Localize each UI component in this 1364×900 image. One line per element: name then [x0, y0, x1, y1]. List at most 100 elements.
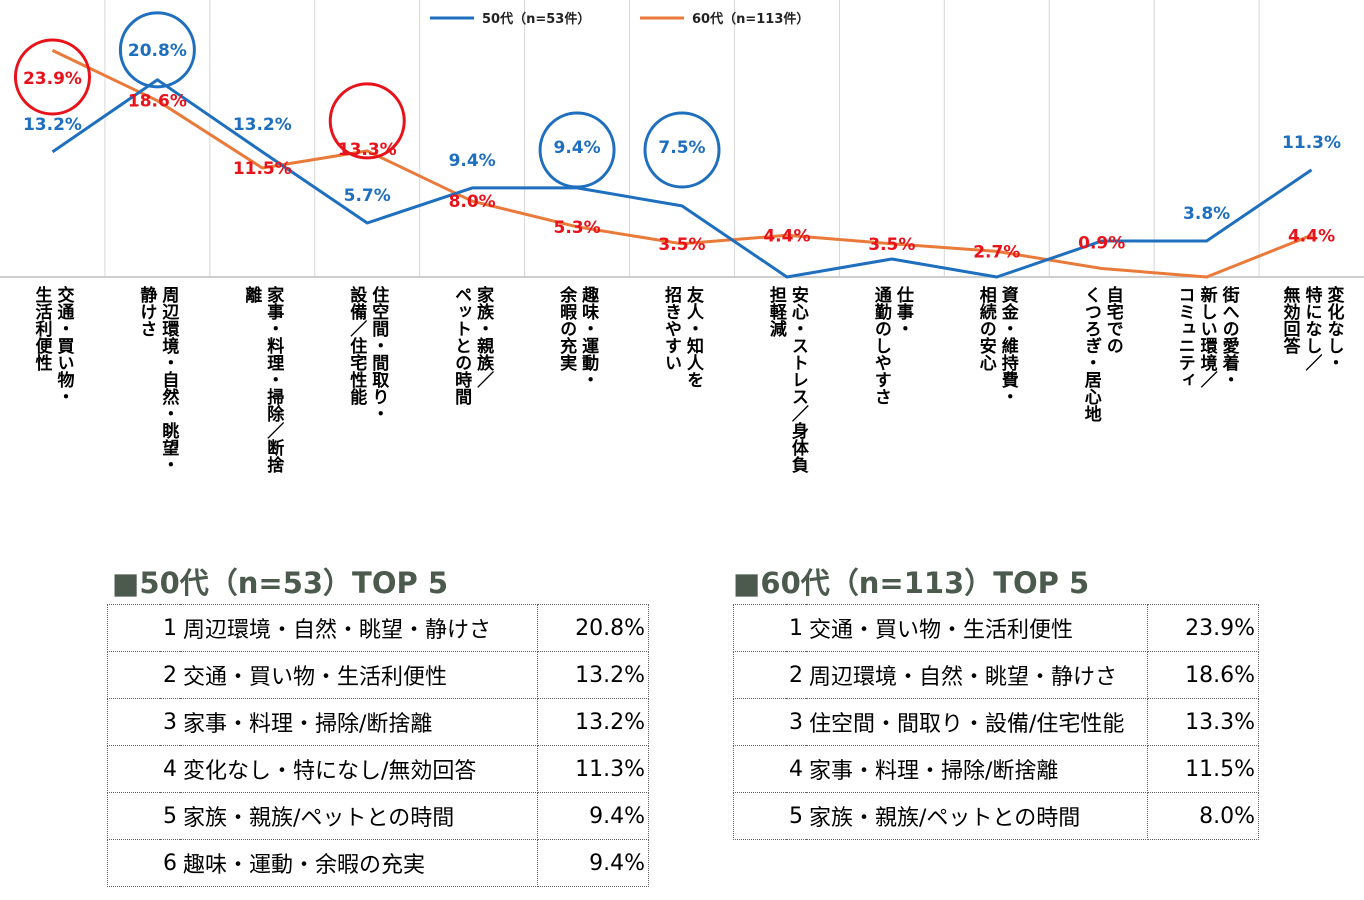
percent-cell: 18.6% [1147, 651, 1259, 699]
data-label: 4.4% [763, 226, 810, 246]
data-label: 20.8% [128, 41, 187, 61]
category-label: 友人・知人を 招きやすい [661, 286, 703, 388]
data-label: 9.4% [449, 151, 496, 171]
table-row: 2 周辺環境・自然・眺望・静けさ 18.6% [733, 651, 1259, 699]
data-label: 0.9% [1078, 233, 1125, 253]
rank-cell: 3 [160, 698, 180, 746]
highlight-circle [118, 11, 196, 89]
data-label: 3.5% [658, 235, 705, 255]
item-cell: 周辺環境・自然・眺望・静けさ [806, 651, 1148, 699]
category-label: 家族・親族／ ペットとの時間 [451, 286, 494, 405]
category-label: 仕事・ 通勤のしやすさ [870, 286, 913, 405]
category-label: 家事・料理・掃除／断捨 離 [241, 286, 284, 473]
table-row: 4 家事・料理・掃除/断捨離 11.5% [733, 745, 1259, 793]
category-label: 資金・維持費・ 相続の安心 [975, 286, 1018, 405]
item-cell: 家族・親族/ペットとの時間 [806, 792, 1148, 840]
category-label: 住空間・間取り・ 設備／住宅性能 [346, 286, 389, 422]
rank-cell: 3 [786, 698, 806, 746]
spacer-cell [107, 698, 160, 746]
line-chart: 50代（n=53件） 60代（n=113件） 13.2% 20.8% 13.2% 5.7%… [0, 0, 1364, 279]
spacer-cell [107, 651, 160, 699]
rank-cell: 5 [786, 792, 806, 840]
percent-cell: 20.8% [537, 604, 649, 652]
rank-cell: 2 [786, 651, 806, 699]
highlight-circle [538, 111, 616, 189]
item-cell: 交通・買い物・生活利便性 [806, 604, 1148, 652]
data-label: 3.8% [1183, 204, 1230, 224]
spacer-cell [107, 604, 160, 652]
item-cell: 交通・買い物・生活利便性 [180, 651, 538, 699]
table-row: 5 家族・親族/ペットとの時間 9.4% [107, 792, 649, 840]
spacer-cell [733, 651, 786, 699]
data-label: 11.5% [233, 159, 292, 179]
rank-cell: 1 [786, 604, 806, 652]
table-title-60s: ■60代（n=113）TOP 5 [733, 566, 1090, 600]
series-line [51, 78, 1313, 279]
data-label: 5.3% [553, 218, 600, 238]
legend-label: 50代（n=53件） [482, 11, 590, 27]
data-label: 9.4% [553, 138, 600, 158]
table-row: 1 交通・買い物・生活利便性 23.9% [733, 604, 1259, 652]
top5-table-60s: 1 交通・買い物・生活利便性 23.9% 2 周辺環境・自然・眺望・静けさ 18.6% 3 住… [733, 604, 1259, 840]
spacer-cell [107, 792, 160, 840]
item-cell: 住空間・間取り・設備/住宅性能 [806, 698, 1148, 746]
percent-cell: 9.4% [537, 792, 649, 840]
percent-cell: 9.4% [537, 839, 649, 887]
data-label: 7.5% [658, 138, 705, 158]
table-row: 2 交通・買い物・生活利便性 13.2% [107, 651, 649, 699]
percent-cell: 11.5% [1147, 745, 1259, 793]
legend-label: 60代（n=113件） [692, 11, 809, 27]
percent-cell: 23.9% [1147, 604, 1259, 652]
percent-cell: 13.3% [1147, 698, 1259, 746]
data-label: 8.0% [449, 192, 496, 212]
spacer-cell [733, 792, 786, 840]
item-cell: 趣味・運動・余暇の充実 [180, 839, 538, 887]
table-row: 3 家事・料理・掃除/断捨離 13.2% [107, 698, 649, 746]
highlight-circle [328, 82, 406, 160]
spacer-cell [733, 604, 786, 652]
spacer-cell [733, 698, 786, 746]
data-label: 3.5% [868, 235, 915, 255]
table-row: 5 家族・親族/ペットとの時間 8.0% [733, 792, 1259, 840]
category-label: 自宅での くつろぎ・居心地 [1080, 286, 1123, 422]
table-row: 6 趣味・運動・余暇の充実 9.4% [107, 839, 649, 887]
data-label: 4.4% [1288, 226, 1335, 246]
data-label: 5.7% [344, 186, 391, 206]
table-row: 4 変化なし・特になし/無効回答 11.3% [107, 745, 649, 793]
category-label: 趣味・運動・ 余暇の充実 [556, 286, 599, 388]
data-label: 13.2% [23, 115, 82, 135]
percent-cell: 13.2% [537, 651, 649, 699]
top5-table-50s: 1 周辺環境・自然・眺望・静けさ 20.8% 2 交通・買い物・生活利便性 13.2% 3 家… [107, 604, 649, 887]
percent-cell: 8.0% [1147, 792, 1259, 840]
data-label: 23.9% [23, 69, 82, 89]
item-cell: 家事・料理・掃除/断捨離 [180, 698, 538, 746]
rank-cell: 4 [786, 745, 806, 793]
category-label: 交通・買い物・ 生活利便性 [31, 286, 74, 405]
spacer-cell [107, 839, 160, 887]
table-title-50s: ■50代（n=53）TOP 5 [112, 566, 449, 600]
data-label: 13.2% [233, 115, 292, 135]
category-label: 周辺環境・自然・眺望・ 静けさ [136, 286, 179, 473]
table-row: 3 住空間・間取り・設備/住宅性能 13.3% [733, 698, 1259, 746]
highlight-circle [643, 111, 721, 189]
rank-cell: 4 [160, 745, 180, 793]
data-label: 2.7% [973, 242, 1020, 262]
spacer-cell [107, 745, 160, 793]
spacer-cell [733, 745, 786, 793]
category-label: 変化なし・ 特になし／ 無効回答 [1279, 286, 1344, 371]
percent-cell: 13.2% [537, 698, 649, 746]
data-label: 18.6% [128, 92, 187, 112]
rank-cell: 5 [160, 792, 180, 840]
data-label: 11.3% [1282, 133, 1341, 153]
category-label: 安心・ストレス／身体負 担軽減 [765, 286, 808, 473]
data-label: 13.3% [338, 140, 397, 160]
table-row: 1 周辺環境・自然・眺望・静けさ 20.8% [107, 604, 649, 652]
item-cell: 周辺環境・自然・眺望・静けさ [180, 604, 538, 652]
percent-cell: 11.3% [537, 745, 649, 793]
category-label: 街への愛着・ 新しい環境／ コミュニティ [1174, 286, 1239, 388]
item-cell: 変化なし・特になし/無効回答 [180, 745, 538, 793]
series-line [51, 49, 1313, 279]
rank-cell: 1 [160, 604, 180, 652]
item-cell: 家族・親族/ペットとの時間 [180, 792, 538, 840]
item-cell: 家事・料理・掃除/断捨離 [806, 745, 1148, 793]
